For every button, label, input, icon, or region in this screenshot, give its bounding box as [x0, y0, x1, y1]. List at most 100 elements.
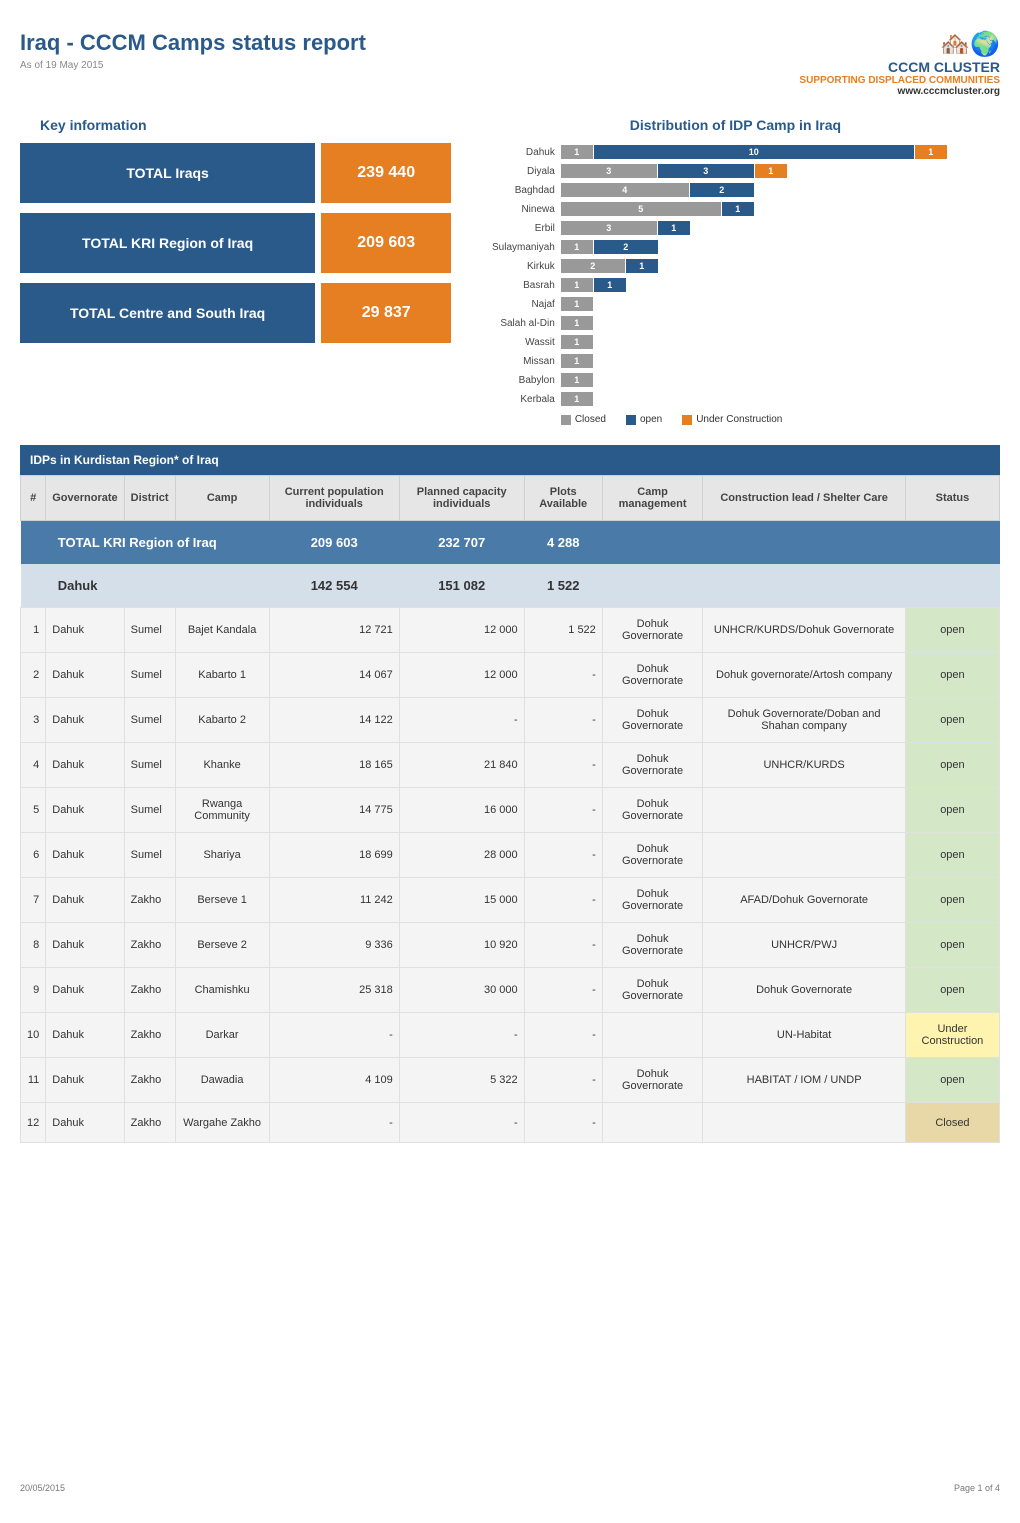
footer-date: 20/05/2015 — [20, 1483, 65, 1493]
dist-bar-area: 21 — [561, 259, 1000, 273]
title-block: Iraq - CCCM Camps status report As of 19… — [20, 30, 366, 71]
dist-row: Baghdad42 — [471, 181, 1000, 199]
logo-tagline: SUPPORTING DISPLACED COMMUNITIES — [799, 75, 1000, 86]
dist-label: Baghdad — [471, 185, 561, 196]
table-row: 10 Dahuk Zakho Darkar - - - UN-Habitat U… — [21, 1013, 1000, 1058]
cell-lead: Dohuk Governorate — [703, 968, 906, 1013]
cell-status: open — [905, 878, 999, 923]
cell-mgmt: Dohuk Governorate — [602, 743, 703, 788]
cell-lead — [703, 788, 906, 833]
dist-row: Dahuk1101 — [471, 143, 1000, 161]
col-header: Governorate — [46, 476, 124, 521]
info-card: TOTAL Centre and South Iraq29 837 — [20, 283, 451, 343]
col-header: Construction lead / Shelter Care — [703, 476, 906, 521]
distribution-title: Distribution of IDP Camp in Iraq — [471, 117, 1000, 133]
dist-label: Salah al-Din — [471, 318, 561, 329]
bar-open: 1 — [658, 221, 690, 235]
cell-mgmt: Dohuk Governorate — [602, 833, 703, 878]
legend-item: Under Construction — [682, 414, 782, 425]
bar-closed: 1 — [561, 240, 593, 254]
page-header: Iraq - CCCM Camps status report As of 19… — [20, 30, 1000, 97]
cell-plots: - — [524, 1103, 602, 1143]
dist-bar-area: 1 — [561, 335, 1000, 349]
cell-pop: 25 318 — [269, 968, 399, 1013]
cell-cap: 30 000 — [399, 968, 524, 1013]
cell-pop: 14 122 — [269, 698, 399, 743]
report-title: Iraq - CCCM Camps status report — [20, 30, 366, 56]
cell-camp: Kabarto 2 — [175, 698, 269, 743]
dist-label: Basrah — [471, 280, 561, 291]
dist-row: Diyala331 — [471, 162, 1000, 180]
cell-gov: Dahuk — [46, 653, 124, 698]
cell-lead: UNHCR/PWJ — [703, 923, 906, 968]
cell-camp: Wargahe Zakho — [175, 1103, 269, 1143]
cell-n: 9 — [21, 968, 46, 1013]
cell-dist: Zakho — [124, 1103, 175, 1143]
dist-bar-area: 11 — [561, 278, 1000, 292]
cell-cap: 28 000 — [399, 833, 524, 878]
cell-cap: - — [399, 1013, 524, 1058]
cell-pop: 12 721 — [269, 608, 399, 653]
col-header: Camp management — [602, 476, 703, 521]
page-footer: 20/05/2015 Page 1 of 4 — [20, 1483, 1000, 1493]
cell-cap: 10 920 — [399, 923, 524, 968]
cell-n: 11 — [21, 1058, 46, 1103]
info-card: TOTAL Iraqs239 440 — [20, 143, 451, 203]
cell-plots: - — [524, 1013, 602, 1058]
cell-cap: 16 000 — [399, 788, 524, 833]
dist-bar-area: 331 — [561, 164, 1000, 178]
cell-status: open — [905, 833, 999, 878]
cell-lead: Dohuk governorate/Artosh company — [703, 653, 906, 698]
camps-table: #GovernorateDistrictCampCurrent populati… — [20, 475, 1000, 1143]
cell-n: 12 — [21, 1103, 46, 1143]
info-card-value: 29 837 — [321, 283, 451, 343]
dist-bar-area: 1 — [561, 316, 1000, 330]
cell-dist: Sumel — [124, 743, 175, 788]
info-card-label: TOTAL Iraqs — [20, 143, 315, 203]
cell-camp: Chamishku — [175, 968, 269, 1013]
cell-n: 6 — [21, 833, 46, 878]
logo-block: 🏘️🌍 CCCM CLUSTER SUPPORTING DISPLACED CO… — [799, 30, 1000, 97]
info-card-label: TOTAL Centre and South Iraq — [20, 283, 315, 343]
cell-status: Under Construction — [905, 1013, 999, 1058]
cell-cap: 15 000 — [399, 878, 524, 923]
cell-pop: - — [269, 1013, 399, 1058]
bar-closed: 1 — [561, 297, 593, 311]
bar-open: 1 — [626, 259, 658, 273]
cell-dist: Sumel — [124, 698, 175, 743]
table-row: 9 Dahuk Zakho Chamishku 25 318 30 000 - … — [21, 968, 1000, 1013]
cell-camp: Kabarto 1 — [175, 653, 269, 698]
dist-label: Diyala — [471, 166, 561, 177]
key-info-section: Key information TOTAL Iraqs239 440TOTAL … — [20, 117, 1000, 425]
bar-closed: 1 — [561, 278, 593, 292]
cell-lead — [703, 1103, 906, 1143]
cell-camp: Berseve 1 — [175, 878, 269, 923]
table-row: 5 Dahuk Sumel Rwanga Community 14 775 16… — [21, 788, 1000, 833]
sub-row: Dahuk142 554151 0821 522 — [21, 564, 1000, 608]
dist-label: Erbil — [471, 223, 561, 234]
cell-dist: Zakho — [124, 878, 175, 923]
cell-mgmt: Dohuk Governorate — [602, 608, 703, 653]
sub-label: Dahuk — [46, 564, 269, 608]
legend-item: Closed — [561, 414, 606, 425]
dist-row: Basrah11 — [471, 276, 1000, 294]
dist-label: Wassit — [471, 337, 561, 348]
cell-status: open — [905, 923, 999, 968]
cell-pop: 14 067 — [269, 653, 399, 698]
cell-pop: 11 242 — [269, 878, 399, 923]
cell-dist: Sumel — [124, 608, 175, 653]
cell-dist: Sumel — [124, 653, 175, 698]
cell-camp: Bajet Kandala — [175, 608, 269, 653]
cell-mgmt: Dohuk Governorate — [602, 1058, 703, 1103]
distribution-bars: Dahuk1101Diyala331Baghdad42Ninewa51Erbil… — [471, 143, 1000, 408]
cell-lead: Dohuk Governorate/Doban and Shahan compa… — [703, 698, 906, 743]
cell-pop: 18 699 — [269, 833, 399, 878]
cell-camp: Shariya — [175, 833, 269, 878]
cell-lead: UNHCR/KURDS/Dohuk Governorate — [703, 608, 906, 653]
bar-closed: 1 — [561, 335, 593, 349]
cell-plots: - — [524, 653, 602, 698]
bar-open: 10 — [594, 145, 914, 159]
cell-n: 2 — [21, 653, 46, 698]
cell-gov: Dahuk — [46, 878, 124, 923]
legend-label: Closed — [575, 414, 606, 425]
